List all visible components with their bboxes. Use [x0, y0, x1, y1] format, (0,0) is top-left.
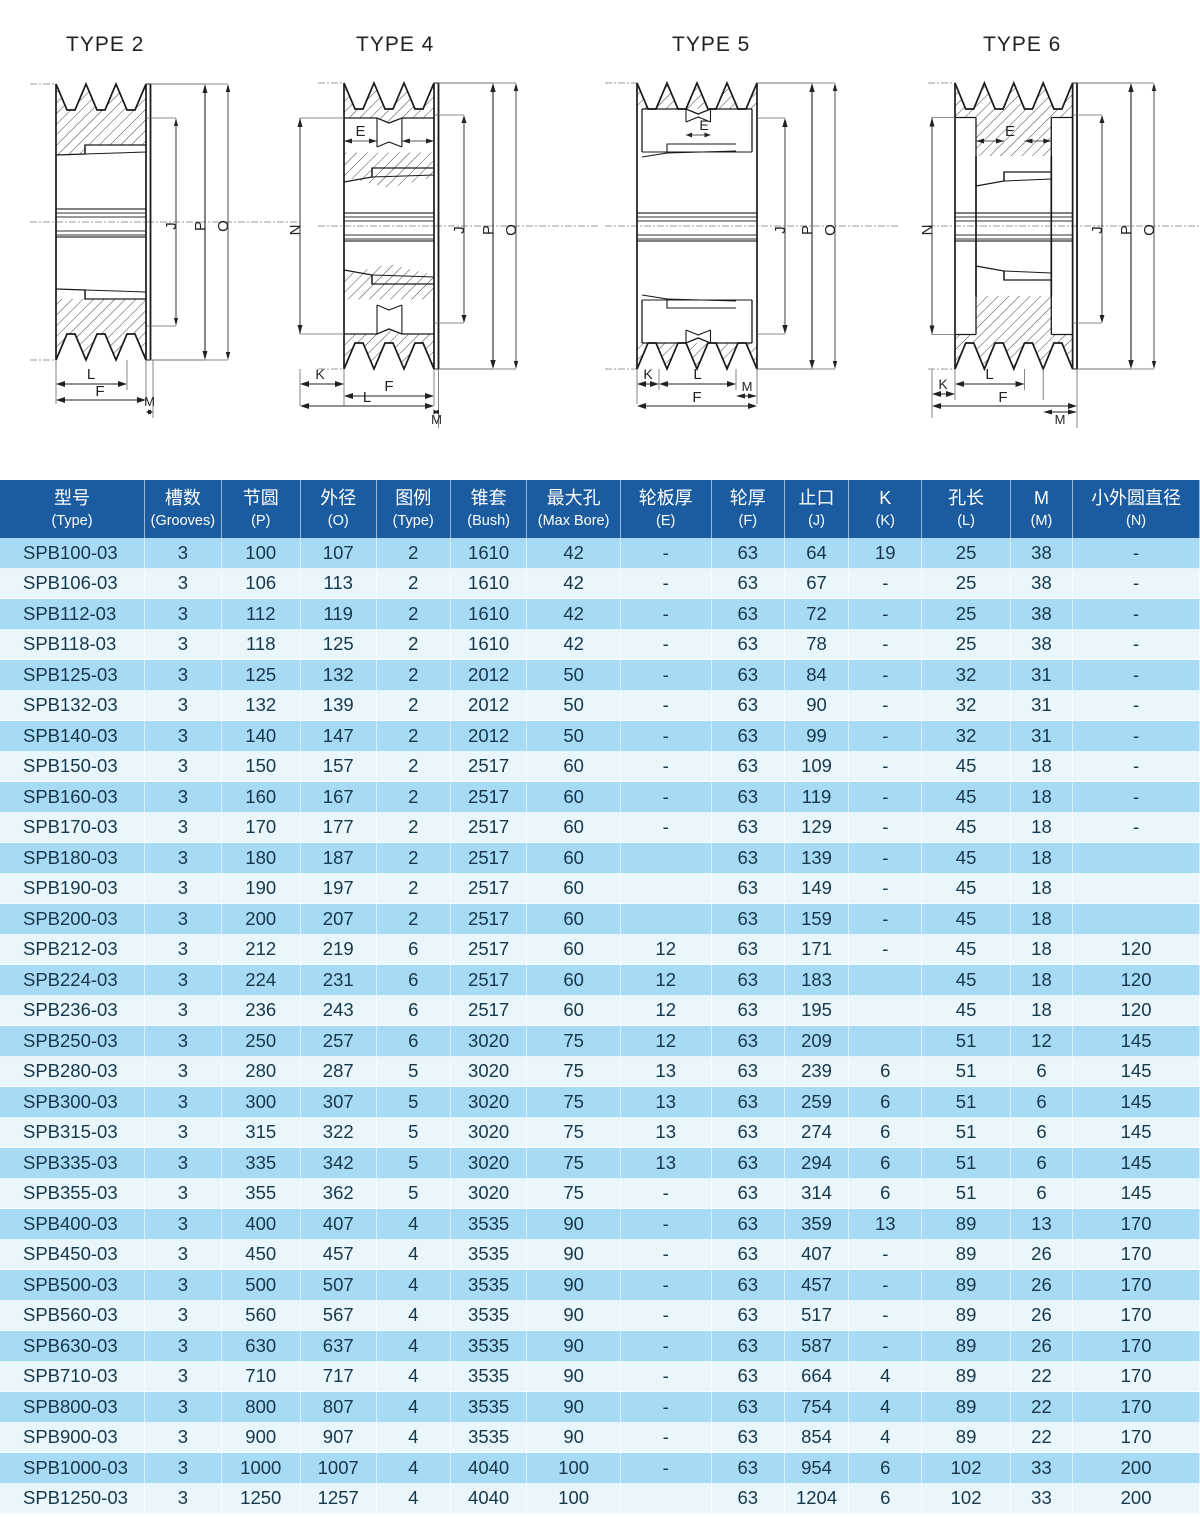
svg-text:P: P: [1118, 225, 1135, 235]
svg-text:L: L: [985, 366, 993, 383]
svg-text:N: N: [919, 225, 936, 236]
svg-text:K: K: [938, 376, 948, 392]
svg-text:M: M: [1055, 412, 1066, 427]
svg-text:O: O: [1141, 224, 1158, 236]
svg-text:F: F: [998, 389, 1007, 406]
svg-text:E: E: [1005, 123, 1015, 140]
svg-text:J: J: [1089, 226, 1106, 234]
